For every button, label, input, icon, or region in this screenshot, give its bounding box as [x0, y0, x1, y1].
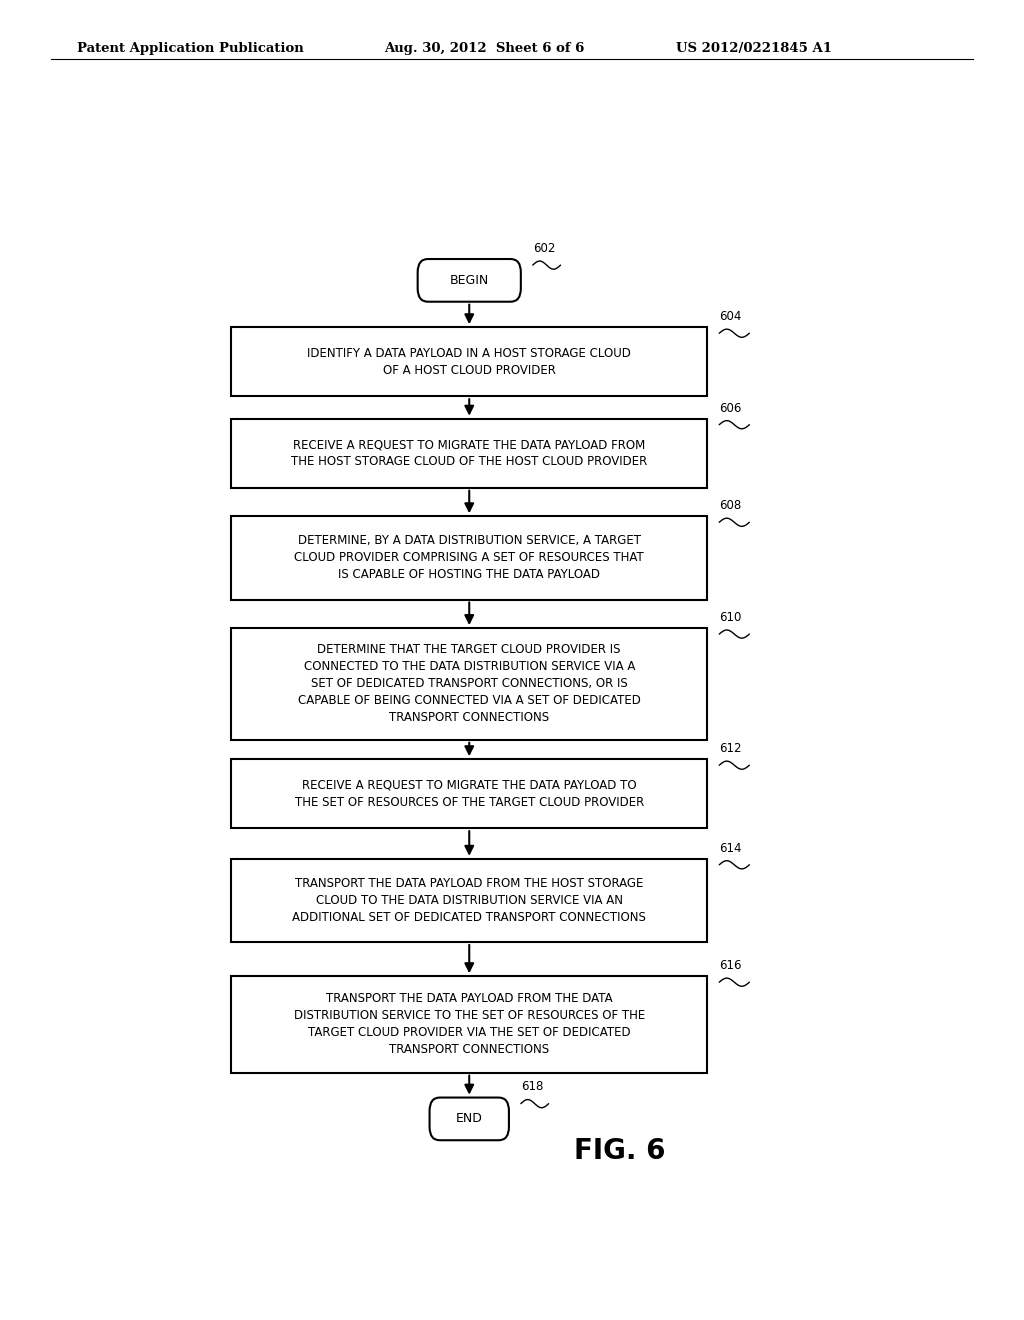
Text: 606: 606 [719, 401, 741, 414]
Text: DETERMINE THAT THE TARGET CLOUD PROVIDER IS
CONNECTED TO THE DATA DISTRIBUTION S: DETERMINE THAT THE TARGET CLOUD PROVIDER… [298, 643, 641, 725]
Text: 616: 616 [719, 960, 741, 972]
Text: 614: 614 [719, 842, 741, 854]
Bar [231, 418, 708, 487]
Text: IDENTIFY A DATA PAYLOAD IN A HOST STORAGE CLOUD
OF A HOST CLOUD PROVIDER: IDENTIFY A DATA PAYLOAD IN A HOST STORAG… [307, 347, 631, 376]
Text: TRANSPORT THE DATA PAYLOAD FROM THE DATA
DISTRIBUTION SERVICE TO THE SET OF RESO: TRANSPORT THE DATA PAYLOAD FROM THE DATA… [294, 993, 645, 1056]
Text: Patent Application Publication: Patent Application Publication [77, 42, 303, 55]
Text: END: END [456, 1113, 482, 1126]
Bar [231, 628, 708, 739]
Text: 602: 602 [532, 242, 555, 255]
Text: TRANSPORT THE DATA PAYLOAD FROM THE HOST STORAGE
CLOUD TO THE DATA DISTRIBUTION : TRANSPORT THE DATA PAYLOAD FROM THE HOST… [292, 876, 646, 924]
Text: 610: 610 [719, 611, 741, 624]
Text: 604: 604 [719, 310, 741, 323]
Bar [231, 516, 708, 599]
Bar [231, 327, 708, 396]
Text: 608: 608 [719, 499, 741, 512]
Bar [231, 759, 708, 828]
Text: BEGIN: BEGIN [450, 273, 488, 286]
Text: RECEIVE A REQUEST TO MIGRATE THE DATA PAYLOAD TO
THE SET OF RESOURCES OF THE TAR: RECEIVE A REQUEST TO MIGRATE THE DATA PA… [295, 779, 644, 809]
Text: RECEIVE A REQUEST TO MIGRATE THE DATA PAYLOAD FROM
THE HOST STORAGE CLOUD OF THE: RECEIVE A REQUEST TO MIGRATE THE DATA PA… [291, 438, 647, 469]
Text: 618: 618 [521, 1081, 543, 1093]
FancyBboxPatch shape [418, 259, 521, 302]
Bar [231, 975, 708, 1073]
Text: Aug. 30, 2012  Sheet 6 of 6: Aug. 30, 2012 Sheet 6 of 6 [384, 42, 585, 55]
Text: FIG. 6: FIG. 6 [574, 1137, 666, 1164]
Text: US 2012/0221845 A1: US 2012/0221845 A1 [676, 42, 831, 55]
Bar [231, 859, 708, 942]
Text: 612: 612 [719, 742, 741, 755]
FancyBboxPatch shape [430, 1097, 509, 1140]
Text: DETERMINE, BY A DATA DISTRIBUTION SERVICE, A TARGET
CLOUD PROVIDER COMPRISING A : DETERMINE, BY A DATA DISTRIBUTION SERVIC… [294, 535, 644, 581]
